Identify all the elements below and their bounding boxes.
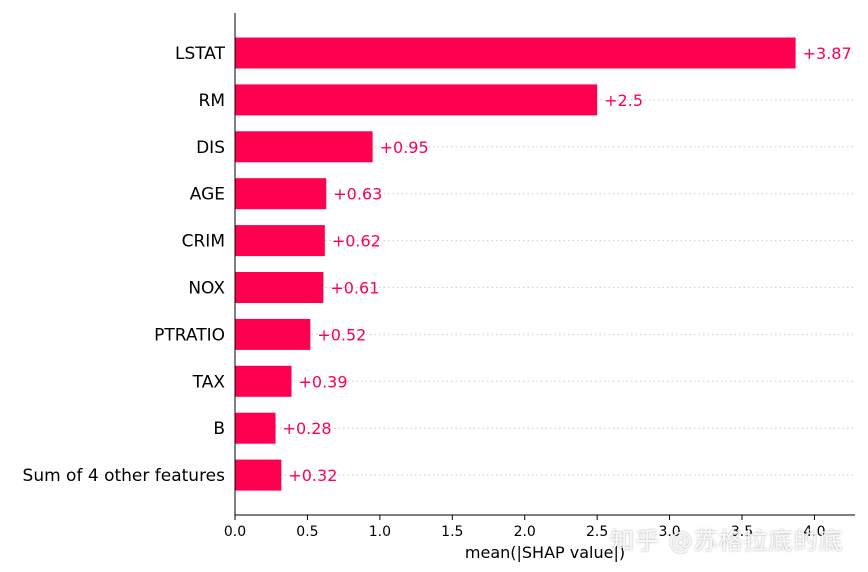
value-label: +0.61 [330,279,379,298]
x-tick-label: 3.5 [731,524,753,540]
category-label: AGE [190,185,225,205]
value-label: +0.95 [380,138,429,157]
category-label: CRIM [182,232,225,252]
category-label: Sum of 4 other features [23,466,226,486]
category-label: RM [199,91,225,111]
x-tick-label: 2.5 [586,524,608,540]
value-label: +0.62 [332,232,381,251]
value-label: +0.28 [283,419,332,438]
bar [235,131,373,163]
category-label: B [213,419,225,439]
x-tick-label: 1.5 [441,524,463,540]
x-axis-title: mean(|SHAP value|) [465,543,625,562]
bar [235,272,324,303]
watermark: 知乎 @苏格拉底的底 [610,527,844,555]
bars [235,37,796,491]
x-tick-label: 2.0 [514,524,536,540]
bar [235,178,327,210]
bar [235,412,276,444]
labels: LSTAT +3.87 RM +2.5 DIS +0.95 AGE +0.63 CRIM +0.6… [23,44,852,486]
value-label: +0.63 [333,185,382,204]
bar [235,318,311,350]
bar [235,459,282,491]
value-label: +0.32 [288,466,337,485]
axes: 0.0 0.5 1.0 1.5 2.0 2.5 3.0 3.5 4.0 [224,13,855,540]
bar [235,37,796,69]
bar [235,225,325,257]
x-tick-label: 0.0 [224,524,246,540]
bar [235,365,292,397]
grid-lines [235,52,855,476]
value-label: +2.5 [604,91,643,110]
x-tick-label: 1.0 [369,524,391,540]
value-label: +0.39 [298,372,347,391]
x-tick-label: 0.5 [296,524,318,540]
value-label: +3.87 [803,44,852,63]
category-label: TAX [192,372,226,392]
bar [235,84,598,116]
category-label: PTRATIO [154,325,225,345]
category-label: LSTAT [175,44,226,64]
value-label: +0.52 [317,325,366,344]
category-label: DIS [196,138,225,158]
category-label: NOX [188,279,225,299]
x-tick-label: 3.0 [658,524,680,540]
x-tick-label: 4.0 [803,524,825,540]
